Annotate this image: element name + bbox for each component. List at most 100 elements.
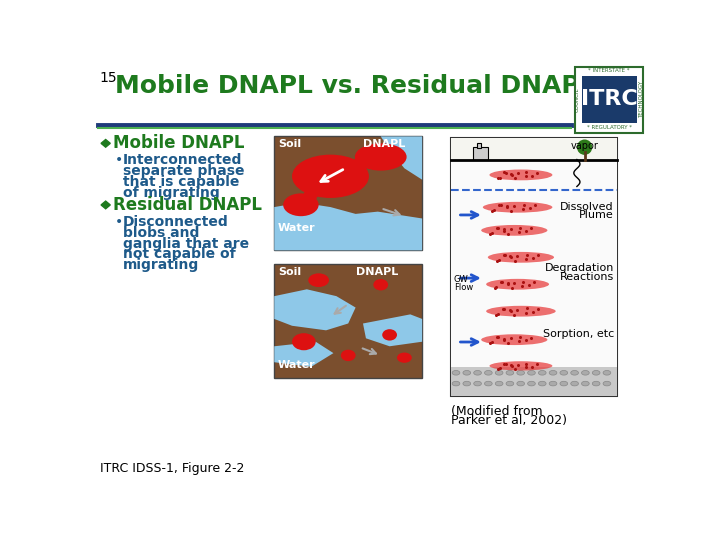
Text: that is capable: that is capable bbox=[122, 175, 239, 189]
Ellipse shape bbox=[486, 279, 549, 289]
Ellipse shape bbox=[463, 370, 471, 375]
Bar bbox=[451, 138, 617, 159]
Text: ganglia that are: ganglia that are bbox=[122, 237, 248, 251]
Bar bbox=[575, 67, 643, 132]
Text: Flow: Flow bbox=[454, 283, 473, 292]
Ellipse shape bbox=[483, 202, 552, 213]
Polygon shape bbox=[351, 153, 370, 171]
Polygon shape bbox=[101, 201, 110, 209]
Polygon shape bbox=[274, 289, 356, 330]
Ellipse shape bbox=[571, 381, 578, 386]
Text: DNAPL: DNAPL bbox=[356, 267, 398, 278]
Ellipse shape bbox=[495, 381, 503, 386]
Bar bbox=[451, 138, 617, 396]
Text: Reactions: Reactions bbox=[559, 272, 614, 282]
Circle shape bbox=[577, 139, 593, 155]
Ellipse shape bbox=[490, 361, 552, 370]
Ellipse shape bbox=[517, 370, 525, 375]
Polygon shape bbox=[274, 202, 422, 251]
Bar bbox=[473, 147, 488, 159]
Text: Parker et al, 2002): Parker et al, 2002) bbox=[451, 414, 567, 427]
Ellipse shape bbox=[283, 193, 319, 216]
Ellipse shape bbox=[593, 381, 600, 386]
Text: not capable of: not capable of bbox=[122, 247, 235, 261]
Text: Residual DNAPL: Residual DNAPL bbox=[113, 196, 262, 214]
Ellipse shape bbox=[593, 370, 600, 375]
Text: Interconnected: Interconnected bbox=[122, 153, 242, 167]
Text: of migrating: of migrating bbox=[122, 186, 220, 200]
Text: COUNCIL: COUNCIL bbox=[575, 87, 580, 112]
Bar bbox=[274, 137, 422, 251]
Text: GW: GW bbox=[454, 275, 469, 284]
Text: •: • bbox=[115, 153, 123, 167]
Text: Sorption, etc: Sorption, etc bbox=[543, 329, 614, 339]
Polygon shape bbox=[464, 179, 477, 190]
Ellipse shape bbox=[374, 279, 388, 291]
Ellipse shape bbox=[308, 273, 329, 287]
Ellipse shape bbox=[382, 329, 397, 341]
Ellipse shape bbox=[495, 370, 503, 375]
Polygon shape bbox=[101, 139, 110, 147]
Text: Soil: Soil bbox=[278, 139, 301, 150]
Bar bbox=[274, 264, 422, 378]
Ellipse shape bbox=[452, 370, 460, 375]
Text: DNAPL: DNAPL bbox=[363, 139, 405, 150]
Ellipse shape bbox=[549, 381, 557, 386]
Text: migrating: migrating bbox=[122, 258, 199, 272]
Ellipse shape bbox=[539, 370, 546, 375]
Bar bbox=[477, 143, 481, 148]
Ellipse shape bbox=[582, 381, 589, 386]
Bar bbox=[582, 76, 637, 123]
Ellipse shape bbox=[292, 333, 315, 350]
Text: ITRC: ITRC bbox=[581, 90, 638, 110]
Text: Degradation: Degradation bbox=[544, 264, 614, 273]
Text: separate phase: separate phase bbox=[122, 164, 244, 178]
Bar bbox=[451, 159, 617, 367]
Text: Dissolved: Dissolved bbox=[560, 202, 614, 212]
Text: vapor: vapor bbox=[571, 141, 598, 151]
Ellipse shape bbox=[481, 334, 547, 345]
Ellipse shape bbox=[560, 370, 567, 375]
Ellipse shape bbox=[474, 381, 482, 386]
Text: * INTERSTATE *: * INTERSTATE * bbox=[588, 69, 630, 73]
Text: Soil: Soil bbox=[278, 267, 301, 278]
Text: * REGULATORY *: * REGULATORY * bbox=[587, 125, 631, 131]
Polygon shape bbox=[274, 342, 333, 367]
Ellipse shape bbox=[488, 252, 554, 262]
Text: Mobile DNAPL: Mobile DNAPL bbox=[113, 134, 245, 152]
Ellipse shape bbox=[490, 170, 552, 180]
Ellipse shape bbox=[463, 381, 471, 386]
Text: Disconnected: Disconnected bbox=[122, 215, 228, 229]
Ellipse shape bbox=[481, 225, 547, 236]
Ellipse shape bbox=[341, 350, 356, 361]
Bar bbox=[451, 367, 617, 396]
Text: •: • bbox=[115, 215, 123, 229]
Ellipse shape bbox=[549, 370, 557, 375]
Ellipse shape bbox=[485, 370, 492, 375]
Ellipse shape bbox=[486, 306, 556, 316]
Text: Mobile DNAPL vs. Residual DNAPL: Mobile DNAPL vs. Residual DNAPL bbox=[115, 74, 595, 98]
Ellipse shape bbox=[539, 381, 546, 386]
Ellipse shape bbox=[528, 381, 536, 386]
Text: Plume: Plume bbox=[579, 211, 614, 220]
Ellipse shape bbox=[452, 381, 460, 386]
Ellipse shape bbox=[506, 370, 514, 375]
Text: (Modified from: (Modified from bbox=[451, 405, 543, 418]
Text: Water: Water bbox=[278, 360, 316, 370]
Polygon shape bbox=[301, 188, 322, 200]
Text: Water: Water bbox=[278, 223, 316, 233]
Text: blobs and: blobs and bbox=[122, 226, 199, 240]
Ellipse shape bbox=[485, 381, 492, 386]
Ellipse shape bbox=[603, 370, 611, 375]
Ellipse shape bbox=[582, 370, 589, 375]
Ellipse shape bbox=[528, 370, 536, 375]
Polygon shape bbox=[363, 314, 422, 346]
Ellipse shape bbox=[292, 154, 369, 198]
Polygon shape bbox=[381, 137, 422, 180]
Text: TECHNOLOGY: TECHNOLOGY bbox=[639, 81, 644, 118]
Ellipse shape bbox=[397, 353, 412, 363]
Ellipse shape bbox=[355, 143, 407, 171]
Text: ITRC IDSS-1, Figure 2-2: ITRC IDSS-1, Figure 2-2 bbox=[99, 462, 244, 475]
Ellipse shape bbox=[506, 381, 514, 386]
Ellipse shape bbox=[560, 381, 567, 386]
